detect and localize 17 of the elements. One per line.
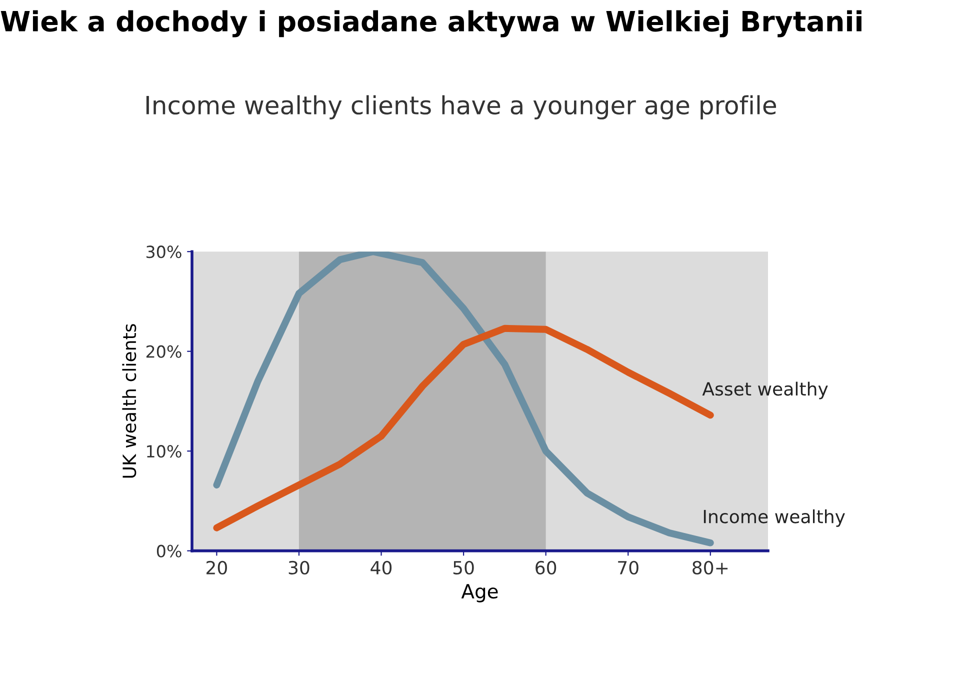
y-axis-title: UK wealth clients bbox=[122, 324, 136, 478]
chart-title: Wiek a dochody i posiadane aktywa w Wielkiej Brytanii bbox=[0, 10, 862, 38]
x-tick-label: 70 bbox=[618, 560, 638, 574]
series-label: Asset wealthy bbox=[702, 382, 828, 400]
x-tick-label: 30 bbox=[288, 560, 310, 574]
y-tick-label: 20% bbox=[146, 345, 182, 358]
x-axis-title: Age bbox=[461, 584, 498, 602]
x-tick-label: 60 bbox=[536, 560, 556, 574]
chart-subtitle: Income wealthy clients have a younger age profile bbox=[146, 95, 776, 120]
x-tick-label: 20 bbox=[206, 560, 227, 574]
y-tick-label: 0% bbox=[156, 544, 182, 558]
x-tick-label: 40 bbox=[370, 560, 392, 574]
y-tick-label: 10% bbox=[147, 445, 182, 458]
x-tick-label: 80+ bbox=[692, 560, 728, 574]
x-tick-label: 50 bbox=[453, 560, 474, 574]
series-label: Income wealthy bbox=[704, 509, 845, 527]
y-tick-label: 30% bbox=[146, 246, 182, 258]
